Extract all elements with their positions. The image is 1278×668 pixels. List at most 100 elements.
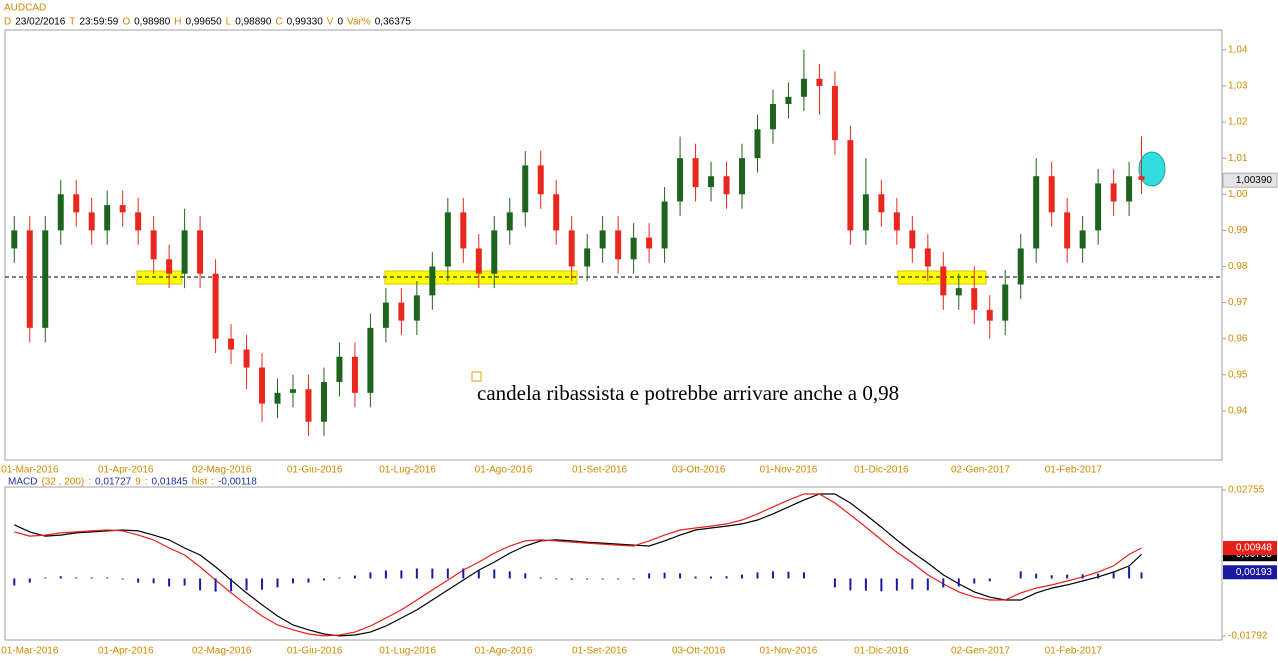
header-item: 23/02/2016 — [15, 17, 65, 28]
candle-body — [1138, 176, 1145, 180]
x-tick-label: 02-Gen-2017 — [951, 646, 1010, 657]
candle-body — [57, 194, 64, 231]
y-tick-label: 1,03 — [1228, 81, 1248, 92]
x-tick-label: 01-Feb-2017 — [1045, 646, 1103, 657]
macd-frame — [4, 486, 1223, 641]
header-item: C — [275, 17, 282, 28]
candle-body — [42, 230, 49, 328]
candle-body — [847, 140, 854, 231]
candle-body — [1126, 176, 1133, 202]
candle-body — [599, 230, 606, 249]
candle-body — [1079, 230, 1086, 249]
candle-body — [382, 302, 389, 328]
candle-body — [800, 78, 807, 97]
candle-body — [971, 288, 978, 310]
x-tick-label: 02-Gen-2017 — [951, 465, 1010, 476]
candle-body — [986, 309, 993, 321]
candle-body — [243, 349, 250, 368]
header-item: O — [122, 17, 130, 28]
x-tick-label: 02-Mag-2016 — [192, 646, 252, 657]
candle-body — [1002, 284, 1009, 321]
annotation-marker — [471, 371, 482, 382]
x-tick-label: 01-Lug-2016 — [379, 465, 436, 476]
candle-body — [11, 230, 18, 249]
candle-body — [166, 259, 173, 274]
candle-body — [615, 230, 622, 260]
candle-body — [940, 266, 947, 296]
zone — [136, 270, 183, 285]
candle-body — [584, 248, 591, 267]
header-item: 0,36375 — [375, 17, 412, 28]
candle-body — [351, 356, 358, 393]
candle-body — [289, 389, 296, 393]
candle-body — [228, 338, 235, 350]
x-tick-label: 01-Feb-2017 — [1045, 465, 1103, 476]
candle-body — [336, 356, 343, 383]
y-tick-label: 1,01 — [1228, 153, 1248, 164]
y-tick-label: 1,02 — [1228, 117, 1248, 128]
candle-body — [367, 327, 374, 393]
candle-body — [460, 212, 467, 249]
x-tick-label: 01-Nov-2016 — [760, 465, 818, 476]
candle-body — [119, 205, 126, 213]
x-tick-label: 01-Dic-2016 — [854, 646, 909, 657]
annotation: candela ribassista e potrebbe arrivare a… — [477, 381, 899, 405]
header-item: H — [174, 17, 181, 28]
header-item: D — [4, 17, 11, 28]
header-item: hist — [192, 477, 208, 488]
candle-body — [305, 389, 312, 422]
candle-body — [104, 205, 111, 231]
header-item: Var% — [347, 17, 371, 28]
candle-body — [909, 230, 916, 249]
candle-body — [769, 104, 776, 130]
x-tick-label: 01-Set-2016 — [572, 465, 627, 476]
candle-body — [88, 212, 95, 231]
header-item: -0,00118 — [218, 477, 257, 488]
candle-body — [537, 165, 544, 195]
candle-body — [320, 382, 327, 422]
x-tick-label: 03-Ott-2016 — [672, 465, 726, 476]
candle-body — [816, 78, 823, 86]
header-item: (32 , 200) — [41, 477, 84, 488]
candle-body — [692, 158, 699, 188]
candle-body — [274, 392, 281, 404]
x-tick-label: 01-Set-2016 — [572, 646, 627, 657]
header-item: T — [69, 17, 75, 28]
y-tick-label: 0,97 — [1228, 297, 1248, 308]
candle-body — [723, 176, 730, 195]
header-item: 0,01727 — [95, 477, 132, 488]
last-value-label: 0,00948 — [1236, 543, 1273, 554]
y-tick-label: 0,96 — [1228, 333, 1248, 344]
y2-tick-label: 0,02755 — [1228, 485, 1265, 496]
candle-body — [878, 194, 885, 213]
candle-body — [522, 165, 529, 213]
x-tick-label: 01-Giu-2016 — [287, 646, 343, 657]
candle-body — [1110, 183, 1117, 202]
candle-body — [413, 295, 420, 321]
y-tick-label: 0,95 — [1228, 369, 1248, 380]
candle-body — [677, 158, 684, 202]
y-tick-label: 0,99 — [1228, 225, 1248, 236]
header-item: 23:59:59 — [79, 17, 118, 28]
x-tick-label: 01-Ago-2016 — [475, 465, 533, 476]
candle-body — [1033, 176, 1040, 249]
header-item: 0,98980 — [134, 17, 171, 28]
candle-body — [212, 273, 219, 339]
candle-body — [646, 237, 653, 249]
candle-body — [708, 176, 715, 188]
x-tick-label: 01-Lug-2016 — [379, 646, 436, 657]
candle-body — [862, 194, 869, 231]
header-item: 0,01845 — [152, 477, 189, 488]
header-item: 0,99330 — [287, 17, 324, 28]
symbol: AUDCAD — [4, 3, 46, 14]
candle-body — [398, 302, 405, 321]
candle-body — [924, 248, 931, 267]
y-tick-label: 1,00 — [1228, 189, 1248, 200]
candle-body — [785, 96, 792, 105]
candle-body — [1017, 248, 1024, 285]
header-item: 9 — [135, 477, 141, 488]
candle-body — [831, 85, 838, 141]
y-tick-label: 0,94 — [1228, 406, 1248, 417]
macd-line — [14, 493, 1142, 637]
